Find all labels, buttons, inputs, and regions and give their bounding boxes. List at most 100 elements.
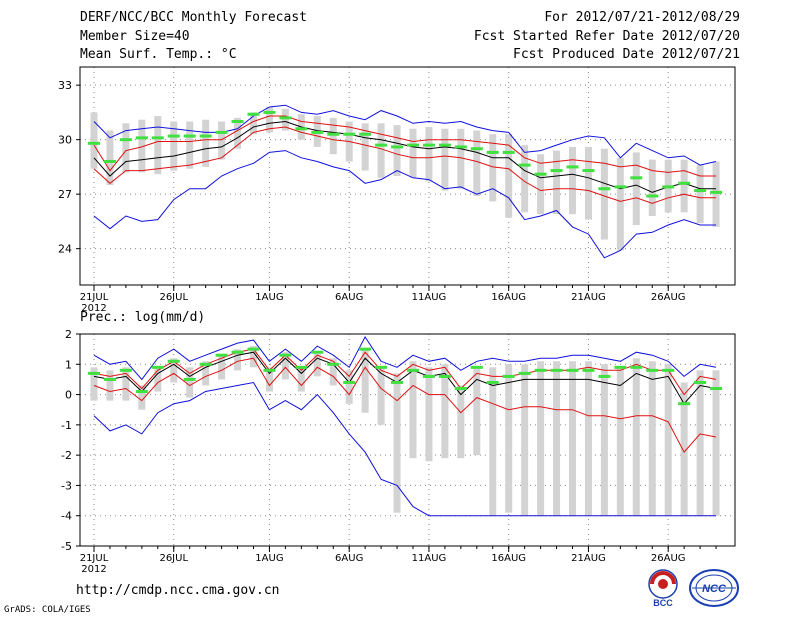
ensemble-box — [584, 146, 592, 220]
ensemble-box — [600, 148, 608, 240]
observed-marker — [662, 368, 675, 372]
chart-panel-1: 24 27 30 33 21JUL 26JUL 1AUG 6AUG 11AUG 16AUG 21AU… — [58, 66, 736, 314]
observed-marker — [375, 365, 388, 369]
x-tick-label: 21JUL — [80, 292, 109, 303]
observed-marker — [598, 187, 611, 191]
observed-marker — [167, 134, 180, 138]
y-tick-label: 27 — [58, 188, 72, 201]
ensemble-box — [537, 361, 545, 516]
forecast-period: For 2012/07/21-2012/08/29 — [544, 10, 740, 25]
observed-marker — [518, 371, 531, 375]
ensemble-box — [218, 121, 226, 160]
observed-marker — [359, 347, 372, 351]
x-tick-label: 21AUG — [571, 292, 606, 303]
ensemble-box — [505, 134, 513, 218]
observed-marker — [550, 169, 563, 173]
ensemble-box — [345, 370, 353, 404]
observed-marker — [151, 365, 164, 369]
ensemble-max-line — [93, 336, 717, 381]
ensemble-box — [648, 159, 656, 216]
ensemble-min-line — [93, 150, 716, 259]
ensemble-box — [696, 370, 704, 516]
observed-marker — [88, 371, 100, 375]
observed-marker — [502, 374, 515, 378]
ensemble-box — [329, 358, 337, 386]
x-tick-label: 11AUG — [412, 292, 447, 303]
plot-frame — [79, 333, 736, 547]
ensemble-box — [473, 130, 481, 196]
ensemble-box — [265, 106, 273, 133]
observed-marker — [470, 147, 483, 151]
observed-marker — [359, 132, 372, 136]
start-refer-date: Fcst Started Refer Date 2012/07/20 — [473, 29, 740, 44]
ensemble-box — [138, 119, 146, 173]
observed-marker — [422, 374, 435, 378]
ensemble-box — [664, 364, 672, 516]
ensemble-box — [281, 352, 289, 380]
observed-marker — [598, 374, 611, 378]
ensemble-box — [170, 358, 178, 383]
spread-lower-line — [93, 357, 717, 453]
observed-marker — [103, 377, 116, 381]
observed-marker — [454, 387, 467, 391]
observed-marker — [215, 353, 228, 357]
spread-lower-line — [93, 126, 716, 204]
observed-marker — [582, 368, 595, 372]
observed-marker — [263, 110, 276, 114]
ensemble-box — [441, 128, 449, 191]
observed-marker — [247, 112, 260, 116]
y-tick-label: 1 — [65, 358, 72, 371]
ensemble-box — [616, 157, 624, 251]
observed-marker — [438, 143, 451, 147]
observed-marker — [694, 189, 707, 193]
ensemble-box — [90, 367, 98, 401]
y-tick-label: -5 — [61, 540, 72, 553]
observed-marker — [407, 368, 419, 372]
observed-marker — [279, 116, 292, 120]
ensemble-box — [138, 385, 146, 410]
x-tick-label: 11AUG — [412, 553, 447, 564]
ensemble-box — [696, 165, 704, 224]
produced-date: Fcst Produced Date 2012/07/21 — [513, 47, 740, 62]
observed-marker — [407, 143, 419, 147]
observed-marker — [486, 150, 499, 154]
ensemble-box — [106, 130, 114, 186]
observed-marker — [135, 390, 148, 394]
ensemble-box — [457, 385, 465, 459]
bcc-logo-icon: BCC — [648, 569, 678, 608]
ensemble-box — [106, 370, 114, 401]
ensemble-box — [250, 112, 257, 135]
observed-marker — [343, 132, 356, 136]
observed-marker — [678, 402, 691, 406]
observed-marker — [343, 380, 356, 384]
ensemble-box — [202, 119, 210, 167]
ensemble-box — [425, 367, 433, 462]
source-url[interactable]: http://cmdp.ncc.cma.gov.cn — [76, 583, 280, 598]
spread-upper-line — [93, 348, 717, 396]
observed-marker — [311, 350, 324, 354]
ensemble-box — [361, 123, 369, 171]
observed-marker — [454, 145, 467, 149]
y-tick-label: 2 — [65, 328, 72, 341]
ensemble-box — [122, 123, 130, 173]
y-tick-label: -3 — [61, 479, 72, 492]
observed-marker — [518, 163, 531, 167]
observed-marker — [119, 368, 132, 372]
ensemble-mean-line — [93, 120, 716, 193]
x-year-label: 2012 — [81, 564, 106, 575]
x-tick-label: 16AUG — [491, 292, 526, 303]
observed-marker — [295, 365, 308, 369]
observed-marker — [694, 380, 707, 384]
ensemble-box — [473, 367, 481, 456]
x-tick-label: 6AUG — [335, 553, 363, 564]
ensemble-box — [680, 159, 688, 213]
x-year-label: 2012 — [81, 303, 106, 314]
ensemble-box — [632, 358, 640, 516]
observed-marker — [582, 169, 595, 173]
observed-marker — [183, 134, 196, 138]
ensemble-min-line — [93, 381, 716, 517]
y-tick-label: 33 — [58, 79, 72, 92]
ensemble-box — [297, 367, 305, 392]
observed-marker — [311, 130, 324, 134]
